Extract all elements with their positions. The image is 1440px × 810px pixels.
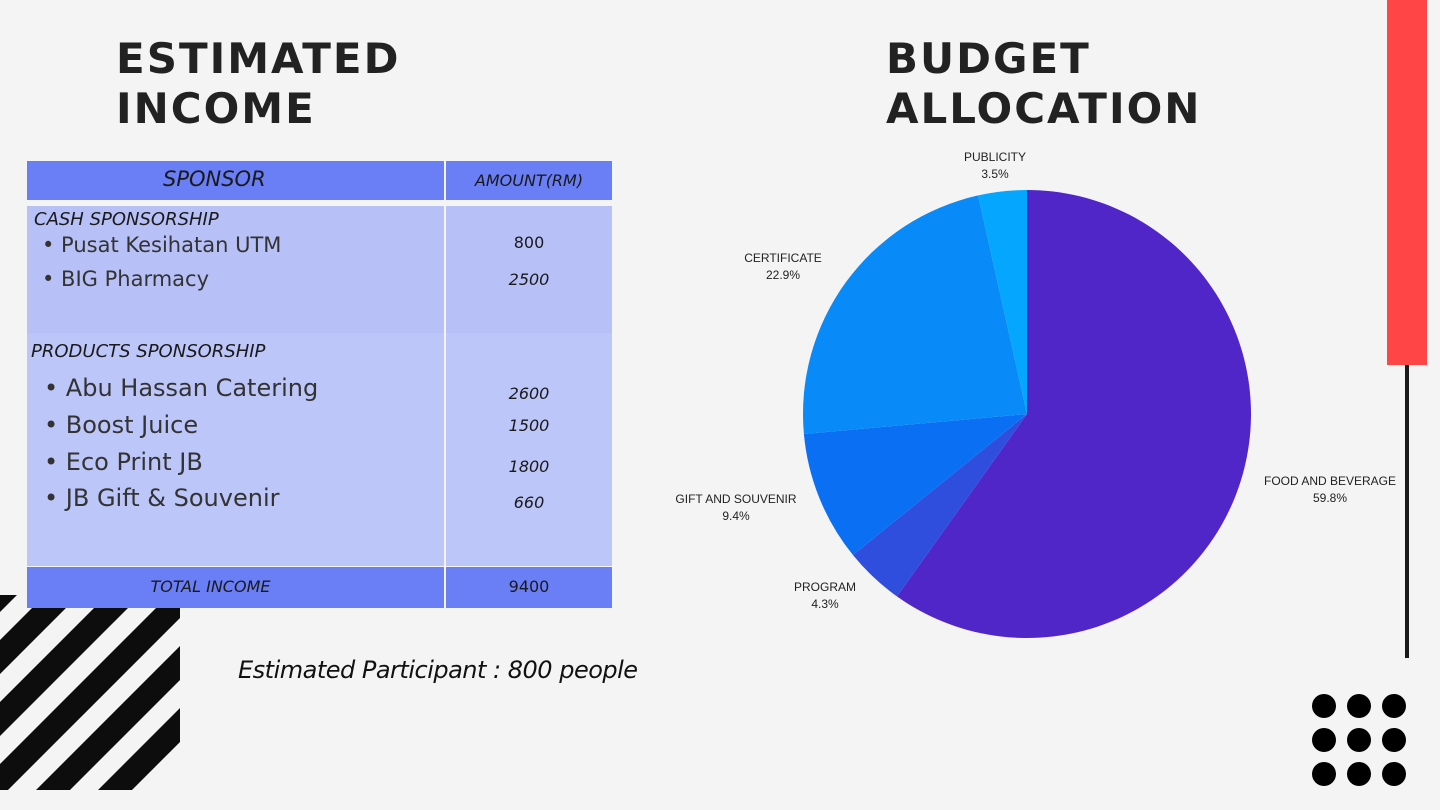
sponsor-amount: 1800 (508, 457, 550, 476)
title-line: ESTIMATED (116, 34, 401, 83)
header-amount-cell (446, 161, 612, 200)
pie-label-name: PROGRAM (793, 580, 857, 594)
pie-label-name: GIFT AND SOUVENIR (675, 492, 797, 506)
dot (1347, 762, 1371, 786)
estimated-participant-note: Estimated Participant : 800 people (238, 656, 638, 684)
total-label-cell (27, 567, 444, 608)
pie-label-food-and-beverage: FOOD AND BEVERAGE 59.8% (1264, 473, 1396, 507)
header-sponsor-cell (27, 161, 444, 200)
vertical-divider-line (1405, 365, 1409, 658)
decorative-stripes (0, 595, 180, 790)
sponsor-amount: 2500 (508, 270, 550, 289)
header-amount: AMOUNT(RM) (474, 171, 584, 190)
products-sponsorship-heading: PRODUCTS SPONSORSHIP (31, 341, 266, 362)
total-amount-cell (446, 567, 612, 608)
dot (1382, 762, 1406, 786)
budget-allocation-title: BUDGET ALLOCATION (886, 34, 1201, 134)
sponsor-amount: 660 (513, 493, 545, 512)
pie-slice-publicity (978, 190, 1027, 414)
total-income-label: TOTAL INCOME (150, 577, 271, 596)
title-line: INCOME (116, 84, 316, 133)
header-sponsor: SPONSOR (163, 167, 266, 191)
total-income-amount: 9400 (508, 577, 550, 596)
pie-label-value: 9.4% (722, 509, 750, 523)
pie-label-name: CERTIFICATE (744, 251, 822, 265)
pie-slice-gift-and-souvenir (803, 414, 1027, 555)
pie-label-name: FOOD AND BEVERAGE (1263, 474, 1397, 488)
sponsor-item: • Pusat Kesihatan UTM (42, 233, 282, 257)
products-amount-cell (446, 333, 612, 566)
title-line: BUDGET (886, 34, 1091, 83)
pie-label-value: 4.3% (811, 597, 839, 611)
dot (1347, 694, 1371, 718)
sponsor-item: • Eco Print JB (44, 448, 203, 476)
sponsor-item: • Boost Juice (44, 411, 199, 439)
dot (1312, 728, 1336, 752)
pie-label-value: 3.5% (981, 167, 1009, 181)
products-section-cell (27, 333, 444, 566)
sponsor-item: • BIG Pharmacy (42, 267, 210, 291)
cash-section-cell (27, 206, 444, 333)
sponsor-item: • Abu Hassan Catering (44, 374, 319, 402)
sponsor-amount: 800 (513, 233, 545, 252)
dot (1347, 728, 1371, 752)
pie-label-name: PUBLICITY (963, 150, 1027, 164)
pie-label-value: 59.8% (1312, 491, 1348, 505)
pie-label-certificate: CERTIFICATE 22.9% (744, 250, 822, 284)
pie-slice-program (852, 414, 1027, 597)
dot (1312, 762, 1336, 786)
pie-label-value: 22.9% (765, 268, 801, 282)
sponsor-amount: 2600 (508, 384, 550, 403)
sponsor-amount: 1500 (508, 416, 550, 435)
dot (1382, 694, 1406, 718)
pie-label-program: PROGRAM 4.3% (794, 579, 856, 613)
cash-amount-cell (446, 206, 612, 333)
pie-label-gift-and-souvenir: GIFT AND SOUVENIR 9.4% (675, 491, 796, 525)
pie-label-publicity: PUBLICITY 3.5% (964, 149, 1026, 183)
title-line: ALLOCATION (886, 84, 1202, 133)
cash-sponsorship-heading: CASH SPONSORSHIP (34, 209, 219, 230)
red-accent-bar (1387, 0, 1427, 365)
dot (1382, 728, 1406, 752)
sponsor-item: • JB Gift & Souvenir (44, 484, 280, 512)
estimated-income-title: ESTIMATED INCOME (116, 34, 400, 134)
pie-slice-certificate (803, 195, 1027, 435)
pie-slice-food-and-beverage (896, 190, 1251, 638)
dot (1312, 694, 1336, 718)
